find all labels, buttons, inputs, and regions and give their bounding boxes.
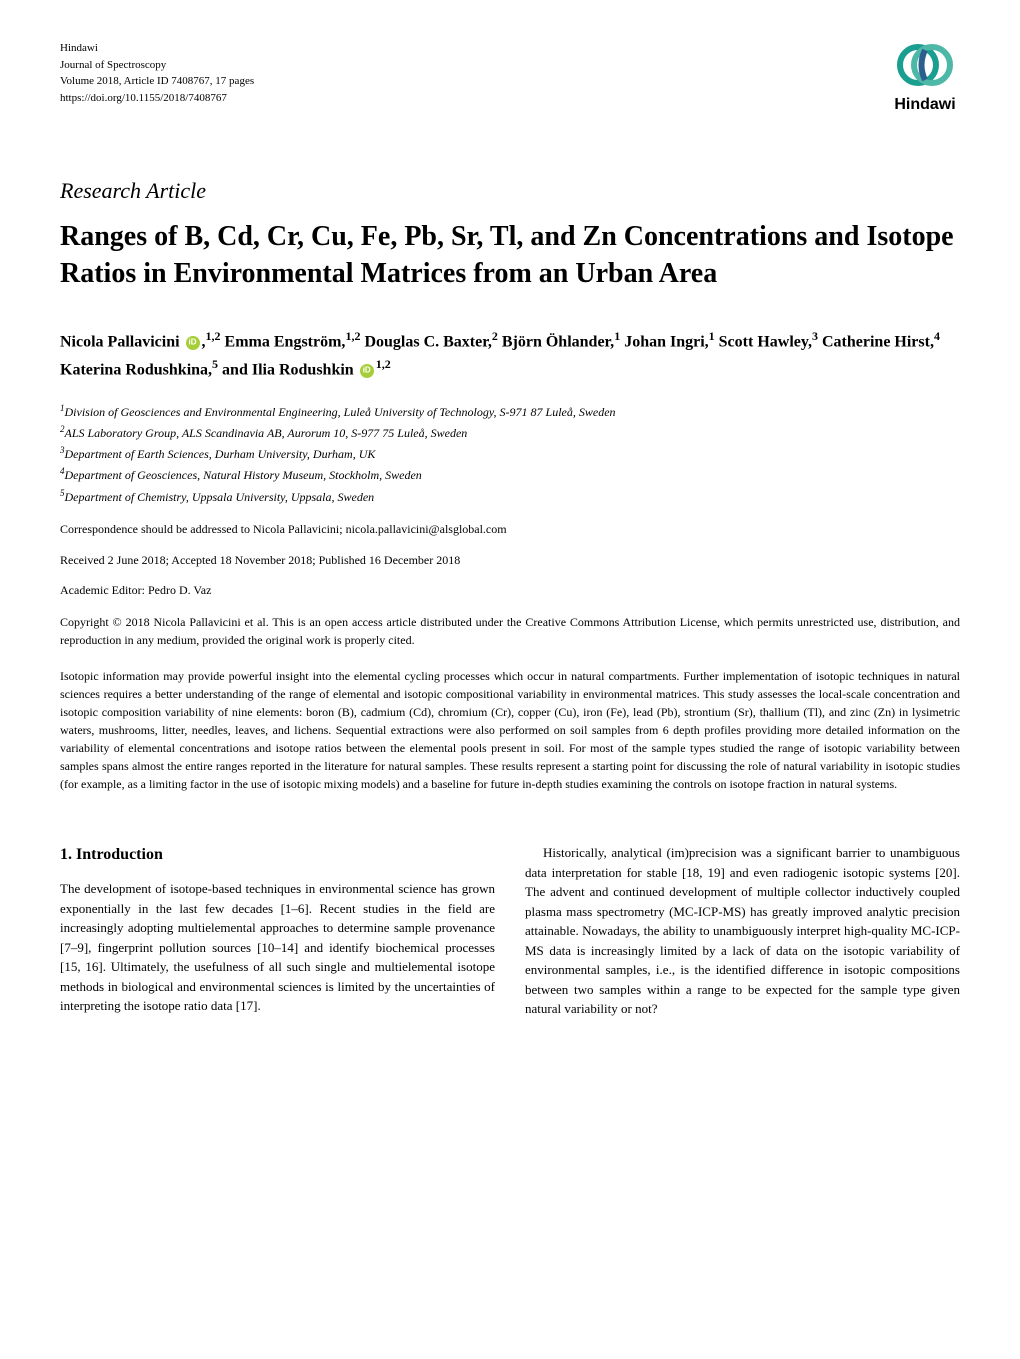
author-name: Douglas C. Baxter, [364, 333, 491, 350]
journal-info: Hindawi Journal of Spectroscopy Volume 2… [60, 40, 254, 106]
affiliation: 2ALS Laboratory Group, ALS Scandinavia A… [60, 422, 960, 443]
left-column: 1. Introduction The development of isoto… [60, 843, 495, 1019]
author-name: Scott Hawley, [719, 333, 812, 350]
affiliation-text: Department of Chemistry, Uppsala Univers… [65, 490, 375, 504]
article-type: Research Article [60, 176, 960, 207]
author-affil-sup: 1,2 [206, 329, 221, 343]
author-prefix: and [222, 361, 252, 378]
affiliation-text: Department of Earth Sciences, Durham Uni… [65, 447, 376, 461]
affiliation: 5Department of Chemistry, Uppsala Univer… [60, 486, 960, 507]
author-affil-sup: 1 [614, 329, 620, 343]
author-name: Ilia Rodushkin [252, 361, 354, 378]
author-affil-sup: 3 [812, 329, 818, 343]
publication-dates: Received 2 June 2018; Accepted 18 Novemb… [60, 552, 960, 569]
body-paragraph: Historically, analytical (im)precision w… [525, 843, 960, 1019]
affiliation: 3Department of Earth Sciences, Durham Un… [60, 443, 960, 464]
affiliations-list: 1Division of Geosciences and Environment… [60, 401, 960, 507]
copyright-notice: Copyright © 2018 Nicola Pallavicini et a… [60, 613, 960, 649]
body-paragraph: The development of isotope-based techniq… [60, 879, 495, 1016]
journal-name: Journal of Spectroscopy [60, 57, 254, 74]
author-name: Katerina Rodushkina, [60, 361, 212, 378]
academic-editor: Academic Editor: Pedro D. Vaz [60, 582, 960, 599]
orcid-icon[interactable] [186, 336, 200, 350]
right-column: Historically, analytical (im)precision w… [525, 843, 960, 1019]
author-affil-sup: 1 [709, 329, 715, 343]
abstract: Isotopic information may provide powerfu… [60, 667, 960, 793]
correspondence: Correspondence should be addressed to Ni… [60, 521, 960, 538]
author-name: Nicola Pallavicini [60, 333, 180, 350]
affiliation-text: Division of Geosciences and Environmenta… [65, 405, 616, 419]
section-heading: 1. Introduction [60, 843, 495, 867]
author-name: Catherine Hirst, [822, 333, 934, 350]
article-title: Ranges of B, Cd, Cr, Cu, Fe, Pb, Sr, Tl,… [60, 219, 960, 292]
doi-link[interactable]: https://doi.org/10.1155/2018/7408767 [60, 90, 254, 107]
publisher-logo: Hindawi [890, 40, 960, 116]
affiliation: 4Department of Geosciences, Natural Hist… [60, 464, 960, 485]
body-columns: 1. Introduction The development of isoto… [60, 843, 960, 1019]
affiliation-text: ALS Laboratory Group, ALS Scandinavia AB… [65, 426, 468, 440]
affiliation: 1Division of Geosciences and Environment… [60, 401, 960, 422]
author-name: Björn Öhlander, [502, 333, 614, 350]
authors-list: Nicola Pallavicini ,1,2 Emma Engström,1,… [60, 327, 960, 383]
publisher-name: Hindawi [60, 40, 254, 57]
author-name: Johan Ingri, [624, 333, 708, 350]
author-affil-sup: 4 [934, 329, 940, 343]
author-affil-sup: 2 [492, 329, 498, 343]
author-affil-sup: 1,2 [345, 329, 360, 343]
author-name: Emma Engström, [225, 333, 346, 350]
author-affil-sup: 1,2 [376, 357, 391, 371]
author-affil-sup: 5 [212, 357, 218, 371]
logo-text: Hindawi [894, 94, 955, 116]
header-row: Hindawi Journal of Spectroscopy Volume 2… [60, 40, 960, 116]
orcid-icon[interactable] [360, 364, 374, 378]
hindawi-logo-icon [890, 40, 960, 90]
volume-info: Volume 2018, Article ID 7408767, 17 page… [60, 73, 254, 90]
affiliation-text: Department of Geosciences, Natural Histo… [65, 468, 422, 482]
